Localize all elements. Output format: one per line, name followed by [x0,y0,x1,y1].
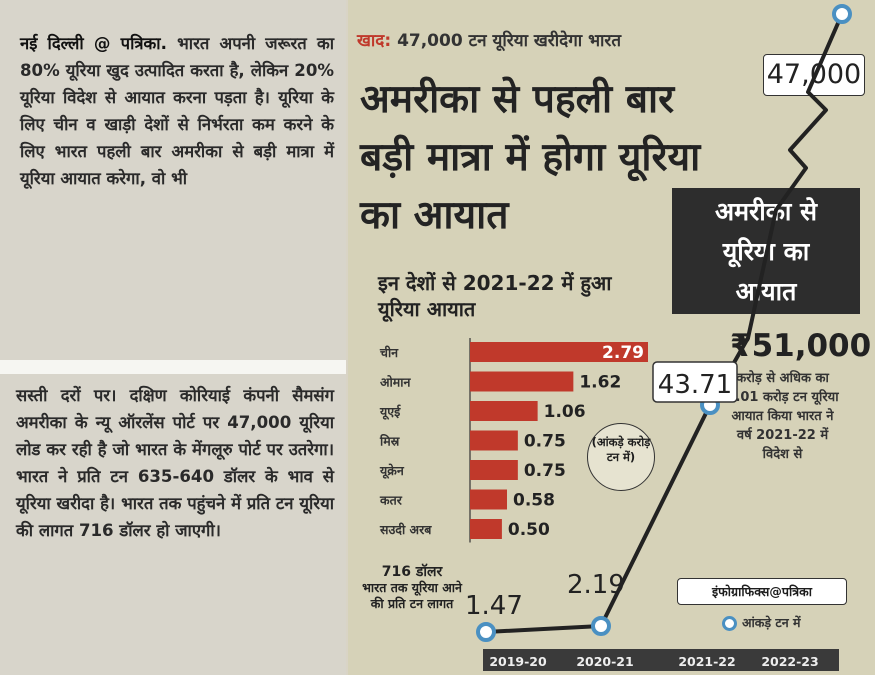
bar-2 [470,401,538,421]
trend-point-label: 43.71 [658,370,732,400]
credit-badge: इंफोग्राफिक्स@पत्रिका [677,578,847,605]
import-value-description: करोड़ से अधिक का 1.01 करोड़ टन यूरिया आय… [726,371,839,462]
headline-line-1: अमरीका से पहली बार [360,76,675,122]
us-import-line-1: अमरीका से [714,197,818,226]
legend-marker-icon [722,616,737,631]
bar-value-label: 1.06 [544,402,586,422]
bar-category-label: यूएई [379,404,401,420]
year-tick-label: 2021-22 [678,654,735,669]
import-trend-line [485,13,844,634]
year-axis-band [483,649,839,671]
cost-label: 716 डॉलर भारत तक यूरिया आने की प्रति टन … [362,564,462,612]
bar-value-label: 0.75 [524,432,566,452]
cost-value: 716 डॉलर [381,564,443,580]
unit-note: (आंकड़े करोड़ टन में) [587,423,655,491]
bar-category-label: यूक्रेन [379,463,405,479]
bar-category-label: कतर [379,493,403,508]
article-top-text: भारत अपनी जरूरत का 80% यूरिया खुद उत्पाद… [20,34,334,188]
bar-value-label: 0.75 [524,461,566,481]
column-divider [348,0,875,675]
trend-point-3 [832,4,852,24]
trend-point-0 [476,622,496,642]
article-top: नई दिल्ली @ पत्रिका. भारत अपनी जरूरत का … [0,30,346,360]
article-dateline: नई दिल्ली @ पत्रिका. [20,34,167,53]
trend-point-1 [591,616,611,636]
legend-text: आंकड़े टन में [742,615,801,630]
bar-chart-title: इन देशों से 2021-22 में हुआ यूरिया आयात [378,271,612,321]
bar-category-label: मिस्र [379,434,401,449]
bar-category-label: सउदी अरब [379,522,432,537]
import-value: ₹51,000 [730,328,872,364]
year-tick-label: 2019-20 [489,654,547,669]
cost-text: भारत तक यूरिया आने की प्रति टन लागत [362,580,462,611]
bar-4 [470,460,518,480]
year-tick-label: 2022-23 [761,654,818,669]
bar-3 [470,430,518,451]
torn-edge [0,360,346,374]
bar-0 [470,342,648,362]
kicker: खाद: 47,000 टन यूरिया खरीदेगा भारत [357,28,621,51]
article-bottom-text: सस्ती दरों पर। दक्षिण कोरियाई कंपनी सैमस… [16,386,334,540]
headline-line-2: बड़ी मात्रा में होगा यूरिया [360,134,701,180]
bar-5 [470,489,508,510]
trend-point-label: 1.47 [465,591,523,621]
bar-6 [470,519,502,539]
year-tick-label: 2020-21 [576,654,633,669]
bar-value-label: 0.50 [508,520,550,540]
article-column: नई दिल्ली @ पत्रिका. भारत अपनी जरूरत का … [0,0,346,675]
bar-value-label: 1.62 [579,373,621,393]
bar-1 [470,371,574,392]
bar-value-label: 0.58 [513,491,555,511]
headline: अमरीका से पहली बार बड़ी मात्रा में होगा … [360,70,780,244]
bar-value-label: 2.79 [602,343,644,363]
legend: आंकड़े टन में [722,614,800,631]
kicker-text: 47,000 टन यूरिया खरीदेगा भारत [397,31,622,51]
bar-category-label: ओमान [380,375,412,390]
trend-point-label: 2.19 [567,570,625,600]
headline-line-3: का आयात [360,192,509,238]
us-import-line-3: आयात [735,277,797,306]
point-label-box [652,361,738,403]
bar-category-label: चीन [379,345,399,360]
kicker-tag: खाद: [357,31,392,51]
